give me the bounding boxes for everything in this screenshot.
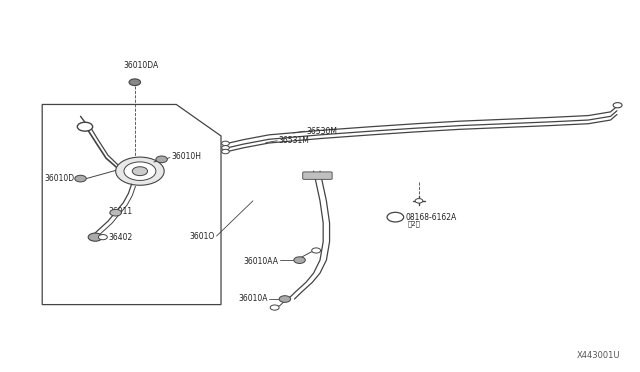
Circle shape <box>221 141 229 145</box>
Circle shape <box>75 175 86 182</box>
Circle shape <box>132 167 148 176</box>
Circle shape <box>415 199 423 203</box>
Circle shape <box>387 212 404 222</box>
Text: 36010D: 36010D <box>44 174 74 183</box>
Text: 36010A: 36010A <box>238 294 268 303</box>
Text: 36010DA: 36010DA <box>124 61 159 70</box>
Text: 36010AA: 36010AA <box>243 257 278 266</box>
Text: 36011: 36011 <box>108 207 132 216</box>
Circle shape <box>110 209 122 216</box>
Circle shape <box>99 235 108 240</box>
Text: 36010H: 36010H <box>172 152 202 161</box>
Text: 08168-6162A: 08168-6162A <box>406 213 457 222</box>
Circle shape <box>77 122 93 131</box>
Text: 3601O: 3601O <box>189 231 214 241</box>
Circle shape <box>312 248 321 253</box>
Circle shape <box>270 305 279 310</box>
Text: 36402: 36402 <box>108 233 132 243</box>
FancyBboxPatch shape <box>303 172 332 179</box>
Circle shape <box>221 149 229 154</box>
Circle shape <box>613 103 622 108</box>
Text: 5: 5 <box>393 214 397 220</box>
Circle shape <box>279 296 291 302</box>
Circle shape <box>129 79 141 86</box>
Text: X443001U: X443001U <box>577 351 620 360</box>
Text: 〈2〉: 〈2〉 <box>408 221 421 227</box>
Circle shape <box>124 162 156 180</box>
Circle shape <box>294 257 305 263</box>
Circle shape <box>221 145 229 150</box>
Text: 36530M: 36530M <box>306 126 337 136</box>
Circle shape <box>88 233 102 241</box>
Circle shape <box>156 156 168 163</box>
Circle shape <box>116 157 164 185</box>
Text: 36531M: 36531M <box>278 136 309 145</box>
